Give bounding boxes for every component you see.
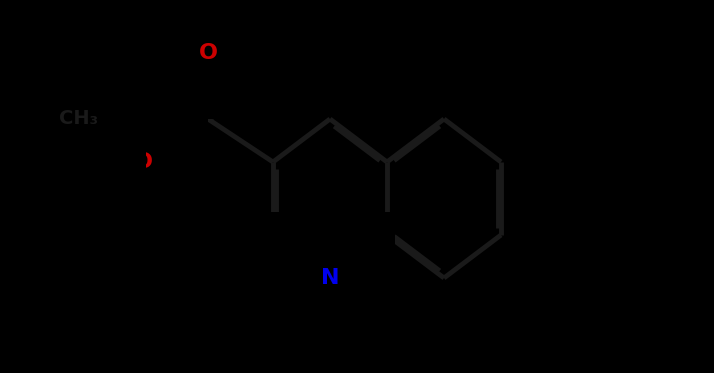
Text: CH₃: CH₃ (59, 110, 98, 129)
Text: O: O (198, 43, 218, 63)
Text: N: N (321, 268, 339, 288)
Text: O: O (134, 152, 153, 172)
